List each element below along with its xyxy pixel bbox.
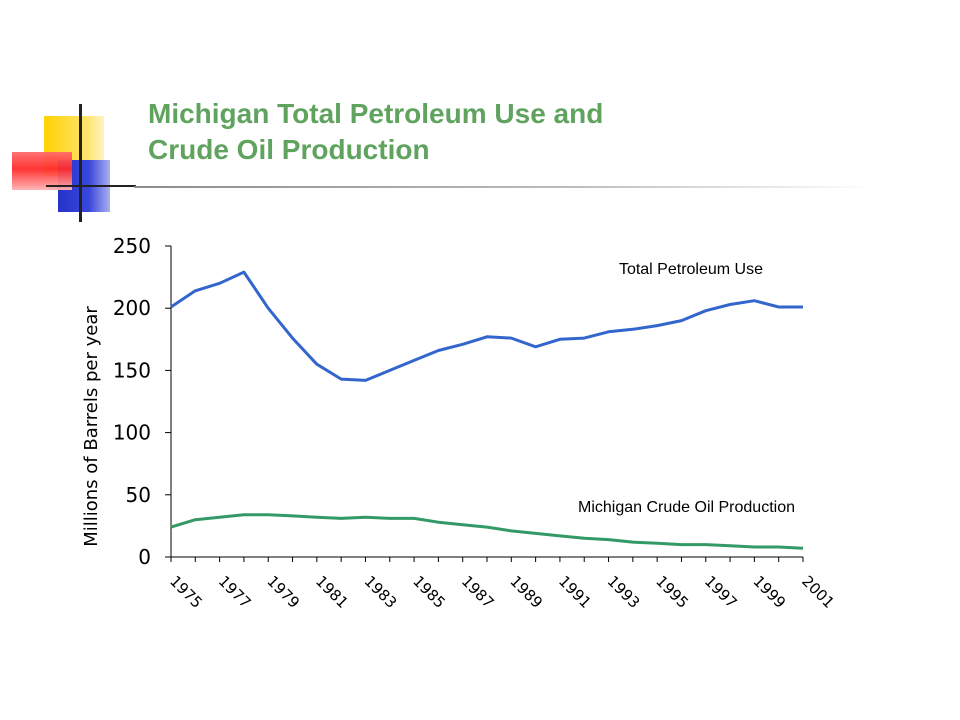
slide-title-line1: Michigan Total Petroleum Use and (148, 98, 604, 129)
title-underline-rule (134, 186, 874, 188)
decor-vertical-line (79, 104, 82, 222)
x-tick-label: 1979 (263, 572, 303, 612)
x-tick-label: 1975 (166, 572, 206, 612)
slide-title: Michigan Total Petroleum Use and Crude O… (148, 96, 748, 168)
decor-horizontal-line (46, 185, 136, 187)
y-tick-label: 50 (126, 483, 151, 507)
decor-red-square (12, 152, 72, 190)
x-tick-label: 1995 (652, 572, 692, 612)
x-tick-label: 1981 (312, 572, 352, 612)
y-tick-label: 100 (113, 421, 151, 445)
x-tick-label: 2001 (798, 572, 838, 612)
y-axis-ticks: 0 50 100 150 200 250 (113, 234, 171, 569)
x-tick-label: 1989 (506, 572, 546, 612)
x-tick-label: 1991 (555, 572, 595, 612)
x-tick-label: 1987 (458, 572, 498, 612)
x-tick-label: 1997 (701, 572, 741, 612)
x-tick-label: 1983 (361, 572, 401, 612)
y-tick-label: 250 (113, 234, 151, 258)
y-tick-label: 200 (113, 296, 151, 320)
series-label-crude-oil-production: Michigan Crude Oil Production (578, 499, 795, 516)
x-axis-ticks: 1975 1977 1979 1981 1983 1985 1987 1989 1991 1993… (166, 557, 838, 612)
series-line-1 (170, 513, 804, 550)
slide-title-line2: Crude Oil Production (148, 134, 430, 165)
x-tick-label: 1999 (750, 572, 790, 612)
chart-series (170, 270, 804, 550)
x-tick-label: 1993 (604, 572, 644, 612)
x-tick-label: 1985 (409, 572, 449, 612)
y-axis-label: Millions of Barrels per year (81, 306, 102, 547)
series-label-total-petroleum-use: Total Petroleum Use (619, 261, 763, 278)
y-tick-label: 150 (113, 358, 151, 382)
series-line-0 (170, 270, 803, 382)
x-tick-label: 1977 (215, 572, 255, 612)
y-tick-label: 0 (138, 545, 151, 569)
